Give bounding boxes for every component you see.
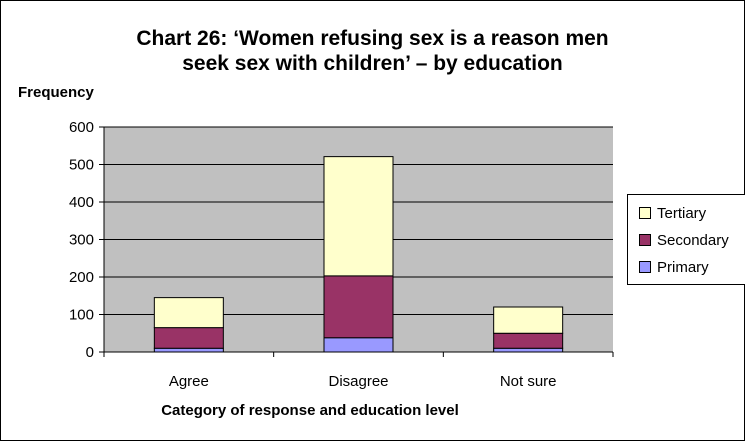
bar-secondary-disagree [323,275,394,339]
legend-label-secondary: Secondary [657,231,729,249]
y-tick-label: 500 [69,157,94,174]
bar-primary-agree [153,347,224,353]
y-tick-label: 0 [86,344,94,361]
y-tick-label: 600 [69,119,94,136]
legend-swatch-secondary [639,234,651,246]
legend-item-secondary: Secondary [639,231,729,249]
legend-label-primary: Primary [657,258,709,276]
x-tick-label: Not sure [500,373,557,390]
legend-swatch-tertiary [639,207,651,219]
x-tick-label: Disagree [328,373,388,390]
y-tick-label: 200 [69,269,94,286]
legend-swatch-primary [639,261,651,273]
chart-title-line-2: seek sex with children’ – by education [182,52,563,75]
legend: Tertiary Secondary Primary [627,194,745,285]
bar-tertiary-agree [153,297,224,329]
y-tick-label: 100 [69,307,94,324]
y-axis-label: Frequency [18,84,94,101]
bar-primary-not-sure [493,347,564,353]
chart-title-line-1: Chart 26: ‘Women refusing sex is a reaso… [136,27,609,50]
bar-tertiary-not-sure [493,306,564,334]
legend-item-primary: Primary [639,258,709,276]
legend-label-tertiary: Tertiary [657,204,707,222]
bar-secondary-not-sure [493,332,564,349]
bar-secondary-agree [153,327,224,349]
legend-item-tertiary: Tertiary [639,204,706,222]
x-axis-label: Category of response and education level [161,402,459,419]
y-tick-label: 300 [69,232,94,249]
x-tick-label: Agree [169,373,209,390]
bar-tertiary-disagree [323,156,394,277]
y-tick-label: 400 [69,194,94,211]
bar-primary-disagree [323,337,394,353]
